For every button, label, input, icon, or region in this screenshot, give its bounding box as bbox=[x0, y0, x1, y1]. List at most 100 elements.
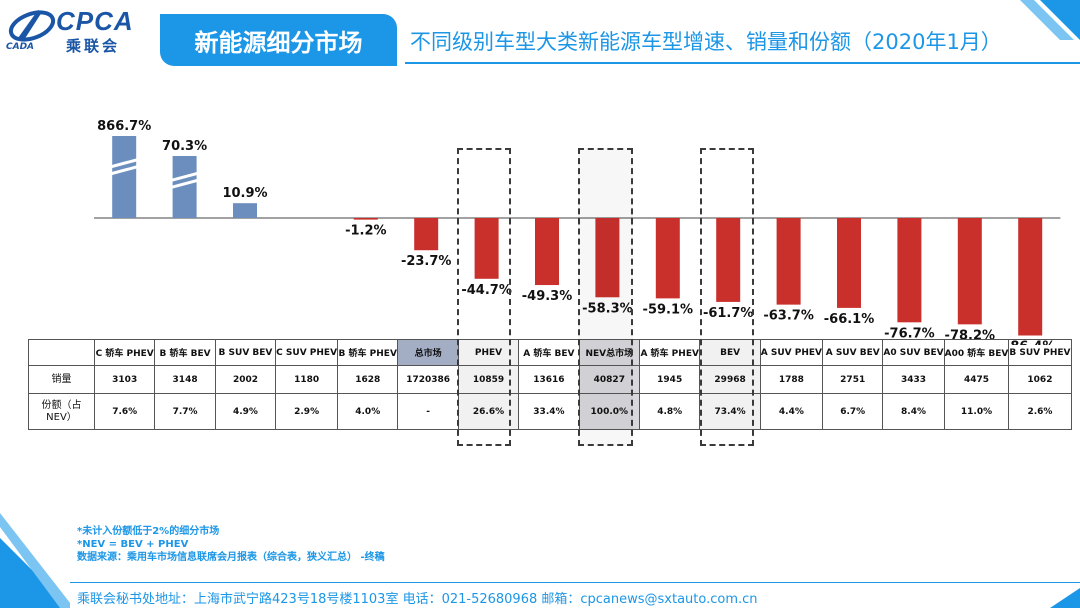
highlight-box-bev bbox=[700, 148, 754, 446]
table-header-cell: A SUV BEV bbox=[822, 339, 884, 366]
data-label-9: -59.1% bbox=[643, 302, 694, 317]
table-cell-share: 26.6% bbox=[457, 393, 520, 430]
table-header-cell: A 轿车 PHEV bbox=[638, 339, 701, 366]
table-cell-share: - bbox=[397, 393, 459, 430]
data-label-11: -63.7% bbox=[763, 309, 814, 324]
logo-small-text: CADA bbox=[6, 42, 35, 52]
data-label-5: -23.7% bbox=[401, 254, 452, 269]
axis-break-mark bbox=[169, 178, 200, 190]
data-label-0: 866.7% bbox=[97, 119, 151, 134]
page-subtitle: 不同级别车型大类新能源车型增速、销量和份额（2020年1月） bbox=[410, 30, 1002, 54]
bar-2 bbox=[233, 203, 257, 218]
table-header-cell: BEV bbox=[699, 339, 761, 366]
table-cell-sales: 29968 bbox=[699, 365, 761, 394]
footnote: *NEV = BEV + PHEV bbox=[77, 539, 189, 550]
axis-break-mark bbox=[108, 157, 140, 169]
corner-decoration-top-right bbox=[1020, 0, 1080, 40]
bar-13 bbox=[897, 218, 922, 323]
table-cell-share: 2.9% bbox=[275, 393, 339, 430]
table-header-cell: A SUV PHEV bbox=[759, 339, 824, 366]
data-label-2: 10.9% bbox=[222, 186, 267, 201]
footnotes: *未计入份额低于2%的细分市场 *NEV = BEV + PHEV 数据来源：乘… bbox=[77, 525, 385, 564]
table-cell-sales: 1628 bbox=[337, 365, 399, 394]
table-header-row: C 轿车 PHEV B 轿车 BEV B SUV BEV C SUV PHEV B 轿车… bbox=[28, 339, 1072, 366]
footnote-source: 数据来源：乘用车市场信息联席会月报表（综合表，狭义汇总） -终稿 bbox=[77, 552, 385, 563]
table-header-cell: B 轿车 PHEV bbox=[337, 339, 399, 366]
data-label-6: -44.7% bbox=[461, 283, 512, 298]
data-label-10: -61.7% bbox=[703, 306, 754, 321]
growth-bar-chart: 866.7%70.3%10.9%-1.2%-23.7%-44.7% -49.3%-… bbox=[94, 119, 1061, 345]
table-cell-sales: 40827 bbox=[578, 365, 641, 394]
table-cell-share: 2.6% bbox=[1008, 393, 1072, 430]
table-cell-sales: 1945 bbox=[638, 365, 701, 394]
corner-decoration-bottom-left bbox=[0, 513, 70, 608]
table-cell-sales: 2002 bbox=[214, 365, 277, 394]
table-header-cell: B 轿车 BEV bbox=[154, 339, 216, 366]
footer-divider bbox=[70, 582, 1080, 583]
table-corner-cell bbox=[28, 339, 95, 366]
axis-break-mark bbox=[169, 171, 200, 183]
section-title: 新能源细分市场 bbox=[160, 14, 397, 66]
table-cell-sales: 2751 bbox=[822, 365, 884, 394]
data-label-4: -1.2% bbox=[345, 224, 386, 239]
table-cell-sales: 13616 bbox=[518, 365, 580, 394]
table-cell-share: 6.7% bbox=[822, 393, 884, 430]
table-header-cell: 总市场 bbox=[397, 339, 459, 366]
data-label-12: -66.1% bbox=[824, 312, 875, 327]
data-label-7: -49.3% bbox=[522, 289, 573, 304]
axis-break-mark bbox=[108, 164, 140, 176]
table-cell-sales: 4475 bbox=[943, 365, 1010, 394]
table-cell-sales: 3103 bbox=[93, 365, 156, 394]
table-row-sales: 销量 3103 3148 2002 1180 1628 1720386 10859 13616 4… bbox=[28, 365, 1072, 394]
bar-7 bbox=[535, 218, 559, 286]
table-cell-share: 7.7% bbox=[154, 393, 216, 430]
table-header-cell: B SUV PHEV bbox=[1008, 339, 1072, 366]
table-row-label: 销量 bbox=[28, 365, 95, 394]
header-divider bbox=[405, 62, 1080, 64]
table-cell-share: 7.6% bbox=[93, 393, 156, 430]
data-table: C 轿车 PHEV B 轿车 BEV B SUV BEV C SUV PHEV B 轿车… bbox=[28, 339, 1072, 430]
table-cell-sales: 1062 bbox=[1008, 365, 1072, 394]
table-cell-share: 4.4% bbox=[759, 393, 824, 430]
table-cell-share: 4.8% bbox=[638, 393, 701, 430]
footnote: *未计入份额低于2%的细分市场 bbox=[77, 526, 220, 537]
bar-5 bbox=[414, 218, 439, 251]
table-header-cell: A0 SUV BEV bbox=[882, 339, 945, 366]
table-cell-share: 33.4% bbox=[518, 393, 580, 430]
footer-contact: 乘联会秘书处地址：上海市武宁路423号18号楼1103室 电话：021-5268… bbox=[77, 592, 758, 607]
table-header-cell: C 轿车 PHEV bbox=[93, 339, 156, 366]
table-cell-sales: 1180 bbox=[275, 365, 339, 394]
table-row-label: 份额（占NEV） bbox=[28, 393, 95, 430]
table-cell-sales: 1788 bbox=[759, 365, 824, 394]
table-cell-share: 11.0% bbox=[943, 393, 1010, 430]
bar-0 bbox=[112, 136, 137, 218]
data-label-13: -76.7% bbox=[884, 326, 935, 341]
highlight-box-phev bbox=[457, 148, 511, 446]
cpca-logo: CPCA 乘联会 CADA bbox=[4, 4, 154, 55]
table-header-cell: A00 轿车 BEV bbox=[943, 339, 1010, 366]
bar-8 bbox=[595, 218, 620, 298]
bar-11 bbox=[776, 218, 801, 305]
table-cell-sales: 3148 bbox=[154, 365, 216, 394]
corner-decoration-bottom-right bbox=[1050, 588, 1080, 608]
table-header-cell: PHEV bbox=[457, 339, 520, 366]
table-cell-share: 100.0% bbox=[578, 393, 641, 430]
bar-15 bbox=[1018, 218, 1043, 336]
logo-chinese: 乘联会 bbox=[66, 37, 121, 55]
table-row-share: 份额（占NEV） 7.6% 7.7% 4.9% 2.9% 4.0% -26.6% 33.4% 1… bbox=[28, 393, 1072, 430]
data-label-1: 70.3% bbox=[162, 139, 207, 154]
bar-14 bbox=[957, 218, 982, 325]
bar-9 bbox=[655, 218, 680, 299]
table-cell-sales: 1720386 bbox=[397, 365, 459, 394]
table-header-cell: A 轿车 BEV bbox=[518, 339, 580, 366]
table-cell-share: 4.0% bbox=[337, 393, 399, 430]
highlight-box-nev-total bbox=[578, 148, 633, 446]
data-label-8: -58.3% bbox=[582, 301, 633, 316]
table-cell-share: 8.4% bbox=[882, 393, 945, 430]
bar-6 bbox=[474, 218, 499, 279]
table-header-cell: C SUV PHEV bbox=[275, 339, 339, 366]
bar-4 bbox=[353, 218, 378, 220]
table-header-cell: B SUV BEV bbox=[214, 339, 277, 366]
table-cell-sales: 3433 bbox=[882, 365, 945, 394]
bar-12 bbox=[837, 218, 861, 308]
